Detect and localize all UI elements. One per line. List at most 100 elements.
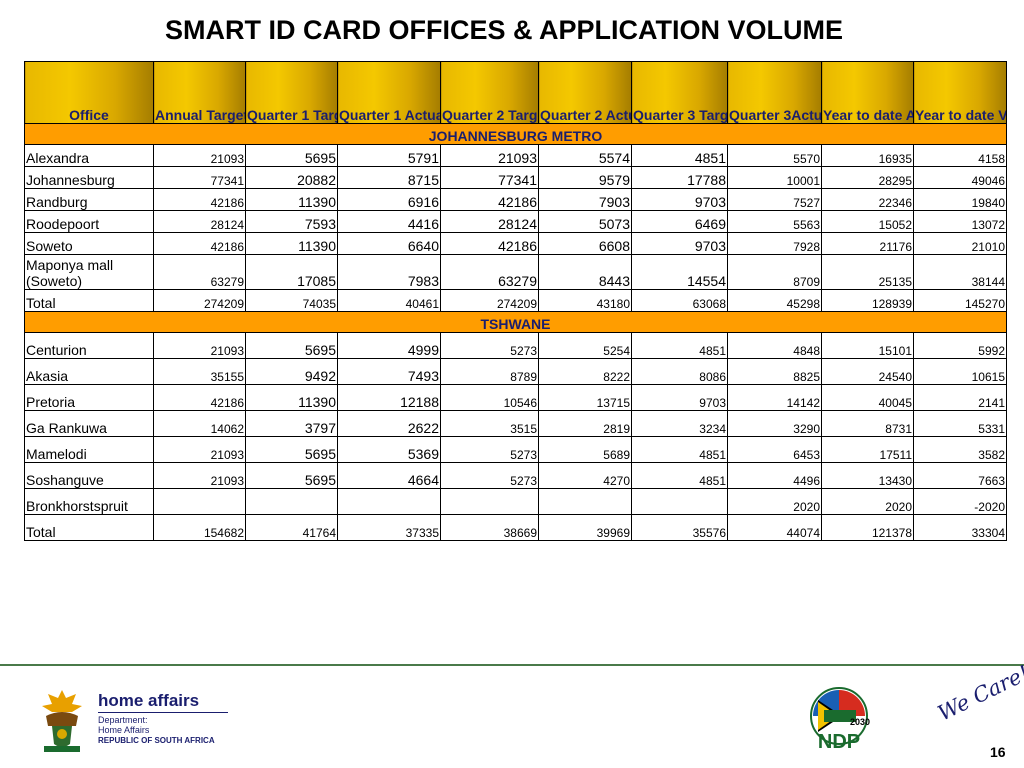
q1-target-cell: 5695	[245, 436, 338, 463]
q2-actual-cell: 5073	[538, 210, 632, 233]
annual-cell: 21093	[153, 462, 246, 489]
ytd-actuals-cell: 17511	[821, 436, 914, 463]
application-volume-table: Office Annual Target Quarter 1 Target 20…	[24, 61, 1007, 541]
office-name-cell: Bronkhorstspruit	[24, 488, 154, 515]
q3-target-cell: 9703	[631, 232, 728, 255]
brand-rule	[98, 712, 228, 713]
q3-target-cell: 4851	[631, 462, 728, 489]
q2-target-cell: 3515	[440, 410, 539, 437]
q2-target-cell: 5273	[440, 462, 539, 489]
annual-cell: 21093	[153, 436, 246, 463]
table-row: Johannesburg 77341 20882 8715 77341 9579 17788…	[24, 166, 1007, 189]
ytd-variance-cell: 13072	[913, 210, 1007, 233]
annual-cell: 14062	[153, 410, 246, 437]
q3-actual-cell: 14142	[727, 384, 822, 411]
ytd-actuals-cell: 128939	[821, 289, 914, 312]
q3-target-cell: 6469	[631, 210, 728, 233]
q2-target-cell: 10546	[440, 384, 539, 411]
q2-target-cell: 38669	[440, 514, 539, 541]
q2-actual-cell: 7903	[538, 188, 632, 211]
q3-target-cell: 9703	[631, 188, 728, 211]
q2-actual-cell: 4270	[538, 462, 632, 489]
q1-target-cell: 7593	[245, 210, 338, 233]
q1-actual-cell: 40461	[337, 289, 441, 312]
annual-cell: 42186	[153, 384, 246, 411]
ndp-2030-logo-icon: 2030 NDP	[810, 687, 870, 752]
table-row: Akasia 35155 9492 7493 8789 8222 8086 8825 24540…	[24, 358, 1007, 385]
q2-target-cell: 42186	[440, 232, 539, 255]
q3-actual-cell: 7928	[727, 232, 822, 255]
office-name-cell: Roodepoort	[24, 210, 154, 233]
q3-actual-cell: 3290	[727, 410, 822, 437]
ytd-variance-cell: 2141	[913, 384, 1007, 411]
footer-divider	[0, 664, 1024, 666]
table-row: Alexandra 21093 5695 5791 21093 5574 4851 5570 1…	[24, 144, 1007, 167]
q1-actual-cell: 2622	[337, 410, 441, 437]
ytd-variance-cell: 3582	[913, 436, 1007, 463]
we-care-slogan: We Care!	[934, 660, 1024, 726]
q3-actual-cell: 10001	[727, 166, 822, 189]
q3-target-cell	[631, 488, 728, 515]
department-label: Department: Home Affairs	[98, 715, 149, 735]
q2-actual-cell: 5574	[538, 144, 632, 167]
q3-actual-cell: 7527	[727, 188, 822, 211]
office-name-cell: Johannesburg	[24, 166, 154, 189]
department-line-1: Department:	[98, 715, 148, 725]
q1-target-cell: 5695	[245, 462, 338, 489]
table-row: Randburg 42186 11390 6916 42186 7903 9703 7527 2…	[24, 188, 1007, 211]
q1-actual-cell: 8715	[337, 166, 441, 189]
ytd-actuals-cell: 15101	[821, 332, 914, 359]
q3-actual-cell: 2020	[727, 488, 822, 515]
ytd-actuals-cell: 21176	[821, 232, 914, 255]
department-line-2: Home Affairs	[98, 725, 150, 735]
office-name-cell: Soweto	[24, 232, 154, 255]
q2-target-cell: 8789	[440, 358, 539, 385]
q1-target-cell	[245, 488, 338, 515]
q2-target-cell: 42186	[440, 188, 539, 211]
ytd-actuals-cell: 16935	[821, 144, 914, 167]
q1-actual-cell: 6640	[337, 232, 441, 255]
q2-target-cell: 63279	[440, 254, 539, 290]
ndp-year: 2030	[850, 717, 870, 727]
ytd-actuals-cell: 2020	[821, 488, 914, 515]
q1-actual-cell: 5791	[337, 144, 441, 167]
ytd-actuals-cell: 121378	[821, 514, 914, 541]
ytd-variance-cell: -2020	[913, 488, 1007, 515]
header-q2-target: Quarter 2 Target 2017/18	[440, 61, 539, 124]
ytd-variance-cell: 19840	[913, 188, 1007, 211]
ytd-variance-cell: 5992	[913, 332, 1007, 359]
q2-actual-cell: 39969	[538, 514, 632, 541]
q3-actual-cell: 8825	[727, 358, 822, 385]
annual-cell	[153, 488, 246, 515]
office-name-cell: Alexandra	[24, 144, 154, 167]
q2-actual-cell: 9579	[538, 166, 632, 189]
q2-target-cell: 274209	[440, 289, 539, 312]
office-name-cell: Ga Rankuwa	[24, 410, 154, 437]
q3-target-cell: 9703	[631, 384, 728, 411]
header-ytd-variance: Year to date Variance	[913, 61, 1007, 124]
q2-target-cell: 21093	[440, 144, 539, 167]
ytd-variance-cell: 145270	[913, 289, 1007, 312]
q1-actual-cell: 5369	[337, 436, 441, 463]
ytd-actuals-cell: 40045	[821, 384, 914, 411]
q1-actual-cell: 4999	[337, 332, 441, 359]
section-title: JOHANNESBURG METRO	[24, 123, 1007, 145]
header-annual-target: Annual Target	[153, 61, 246, 124]
q1-target-cell: 11390	[245, 232, 338, 255]
q1-actual-cell: 12188	[337, 384, 441, 411]
q2-actual-cell: 8443	[538, 254, 632, 290]
q3-target-cell: 14554	[631, 254, 728, 290]
q2-actual-cell	[538, 488, 632, 515]
q1-actual-cell: 37335	[337, 514, 441, 541]
ytd-variance-cell: 4158	[913, 144, 1007, 167]
q3-actual-cell: 8709	[727, 254, 822, 290]
table-row: Soweto 42186 11390 6640 42186 6608 9703 7928 211…	[24, 232, 1007, 255]
office-name-cell: Total	[24, 289, 154, 312]
ytd-variance-cell: 7663	[913, 462, 1007, 489]
q1-actual-cell: 4416	[337, 210, 441, 233]
ytd-variance-cell: 21010	[913, 232, 1007, 255]
q3-target-cell: 35576	[631, 514, 728, 541]
table-row: Maponya mall (Soweto) 63279 17085 7983 63279…	[24, 254, 1007, 290]
ytd-variance-cell: 33304	[913, 514, 1007, 541]
office-name-cell: Randburg	[24, 188, 154, 211]
